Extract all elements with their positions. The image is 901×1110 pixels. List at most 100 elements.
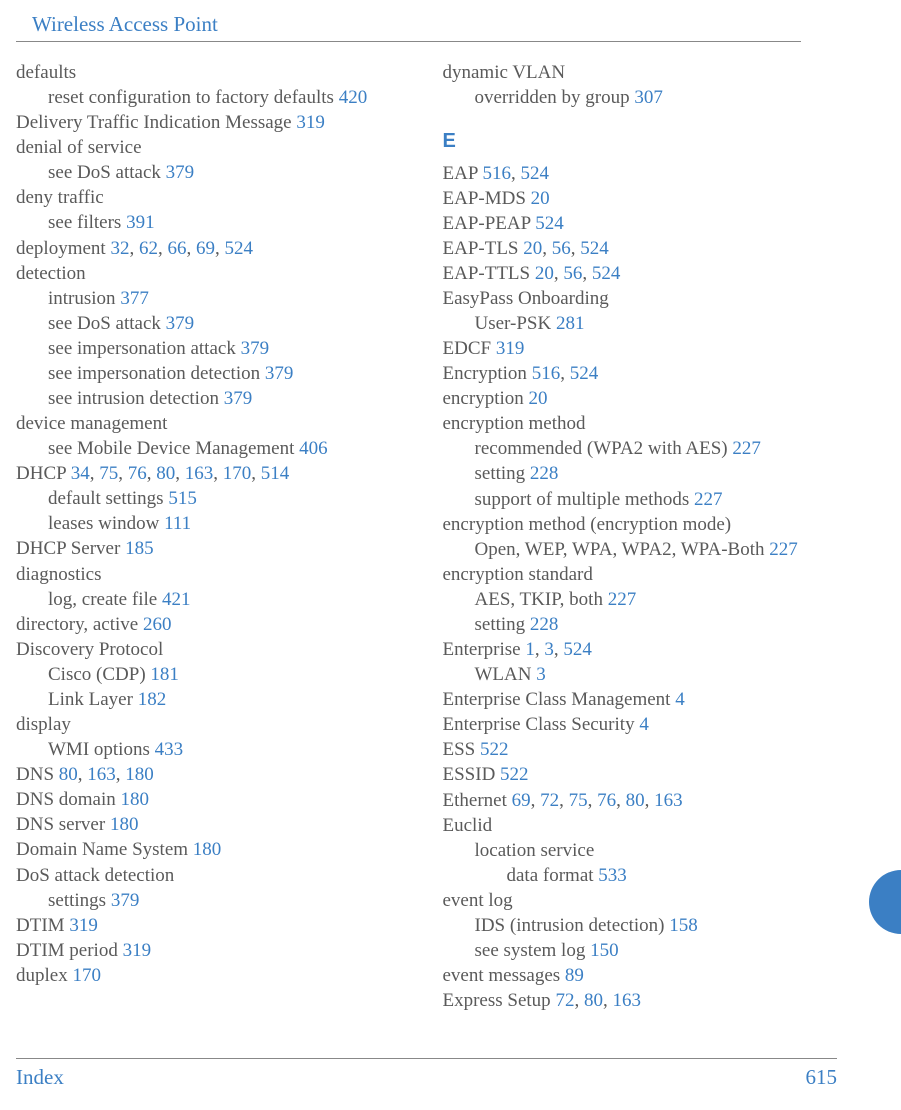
page-ref[interactable]: 281 <box>556 313 585 334</box>
page-ref[interactable]: 227 <box>694 489 723 510</box>
page-ref[interactable]: 80 <box>59 764 78 785</box>
page-ref[interactable]: 377 <box>120 288 149 309</box>
page-ref[interactable]: 163 <box>612 990 641 1011</box>
index-text: display <box>16 714 71 735</box>
separator: , <box>554 263 564 284</box>
page-ref[interactable]: 228 <box>530 614 559 635</box>
page-ref[interactable]: 69 <box>196 238 215 259</box>
page-ref[interactable]: 522 <box>500 764 529 785</box>
index-entry: display <box>16 712 415 737</box>
index-entry: DTIM period 319 <box>16 938 415 963</box>
index-text: event log <box>443 890 513 911</box>
page-ref[interactable]: 421 <box>162 589 191 610</box>
page-ref[interactable]: 80 <box>156 463 175 484</box>
page-ref[interactable]: 4 <box>675 689 685 710</box>
page-ref[interactable]: 524 <box>520 163 549 184</box>
separator: , <box>251 463 261 484</box>
page-ref[interactable]: 158 <box>669 915 698 936</box>
page-ref[interactable]: 379 <box>265 363 294 384</box>
page-ref[interactable]: 227 <box>769 539 798 560</box>
page-ref[interactable]: 20 <box>523 238 542 259</box>
index-text: Encryption <box>443 363 532 384</box>
page-ref[interactable]: 3 <box>536 664 546 685</box>
page-ref[interactable]: 524 <box>580 238 609 259</box>
page-ref[interactable]: 150 <box>590 940 619 961</box>
page-ref[interactable]: 170 <box>72 965 101 986</box>
page-ref[interactable]: 260 <box>143 614 172 635</box>
page-ref[interactable]: 379 <box>111 890 140 911</box>
page-ref[interactable]: 433 <box>155 739 184 760</box>
page-ref[interactable]: 163 <box>87 764 116 785</box>
page-ref[interactable]: 524 <box>224 238 253 259</box>
page-ref[interactable]: 228 <box>530 463 559 484</box>
page-ref[interactable]: 34 <box>71 463 90 484</box>
page-ref[interactable]: 20 <box>535 263 554 284</box>
page-ref[interactable]: 319 <box>296 112 325 133</box>
page-ref[interactable]: 80 <box>584 990 603 1011</box>
page-ref[interactable]: 72 <box>540 790 559 811</box>
page-ref[interactable]: 319 <box>123 940 152 961</box>
page-ref[interactable]: 307 <box>634 87 663 108</box>
page-ref[interactable]: 80 <box>626 790 645 811</box>
page-ref[interactable]: 319 <box>496 338 525 359</box>
page-ref[interactable]: 185 <box>125 538 154 559</box>
page-ref[interactable]: 516 <box>532 363 561 384</box>
page-ref[interactable]: 180 <box>193 839 222 860</box>
page-ref[interactable]: 180 <box>121 789 150 810</box>
page-ref[interactable]: 391 <box>126 212 155 233</box>
page-ref[interactable]: 319 <box>69 915 98 936</box>
page-ref[interactable]: 182 <box>138 689 167 710</box>
index-entry: diagnostics <box>16 562 415 587</box>
page-ref[interactable]: 20 <box>531 188 550 209</box>
page-ref[interactable]: 4 <box>639 714 649 735</box>
index-text: EasyPass Onboarding <box>443 288 609 309</box>
index-entry: EDCF 319 <box>443 336 842 361</box>
page-ref[interactable]: 406 <box>299 438 328 459</box>
page-ref[interactable]: 227 <box>608 589 637 610</box>
page-ref[interactable]: 379 <box>224 388 253 409</box>
page-ref[interactable]: 32 <box>110 238 129 259</box>
index-text: Open, WEP, WPA, WPA2, WPA-Both <box>475 539 770 560</box>
page-ref[interactable]: 75 <box>569 790 588 811</box>
page-ref[interactable]: 227 <box>732 438 761 459</box>
page-ref[interactable]: 524 <box>563 639 592 660</box>
page-ref[interactable]: 76 <box>597 790 616 811</box>
page-ref[interactable]: 180 <box>110 814 139 835</box>
index-text: default settings <box>48 488 168 509</box>
page-ref[interactable]: 163 <box>185 463 214 484</box>
page-ref[interactable]: 56 <box>563 263 582 284</box>
index-entry: defaults <box>16 60 415 85</box>
page-ref[interactable]: 379 <box>166 162 195 183</box>
page-ref[interactable]: 515 <box>168 488 197 509</box>
page-ref[interactable]: 181 <box>150 664 179 685</box>
left-column: defaultsreset configuration to factory d… <box>16 60 415 1013</box>
page-ref[interactable]: 170 <box>223 463 252 484</box>
page-ref[interactable]: 3 <box>544 639 554 660</box>
page-ref[interactable]: 420 <box>339 87 368 108</box>
page-ref[interactable]: 72 <box>555 990 574 1011</box>
page-ref[interactable]: 1 <box>525 639 535 660</box>
page-ref[interactable]: 69 <box>512 790 531 811</box>
page-ref[interactable]: 524 <box>535 213 564 234</box>
section-heading: E <box>443 128 842 154</box>
page-ref[interactable]: 533 <box>598 865 627 886</box>
page-ref[interactable]: 56 <box>552 238 571 259</box>
page-ref[interactable]: 180 <box>125 764 154 785</box>
page-ref[interactable]: 66 <box>167 238 186 259</box>
index-text: DNS domain <box>16 789 121 810</box>
page-ref[interactable]: 62 <box>139 238 158 259</box>
page-ref[interactable]: 514 <box>261 463 290 484</box>
page-ref[interactable]: 379 <box>166 313 195 334</box>
page-ref[interactable]: 163 <box>654 790 683 811</box>
page-ref[interactable]: 524 <box>570 363 599 384</box>
page-ref[interactable]: 76 <box>128 463 147 484</box>
page-ref[interactable]: 522 <box>480 739 509 760</box>
page-ref[interactable]: 524 <box>592 263 621 284</box>
page-ref[interactable]: 111 <box>164 513 191 534</box>
page-ref[interactable]: 75 <box>99 463 118 484</box>
page-ref[interactable]: 516 <box>482 163 511 184</box>
page-ref[interactable]: 379 <box>241 338 270 359</box>
page-ref[interactable]: 20 <box>529 388 548 409</box>
page-ref[interactable]: 89 <box>565 965 584 986</box>
separator: , <box>542 238 552 259</box>
